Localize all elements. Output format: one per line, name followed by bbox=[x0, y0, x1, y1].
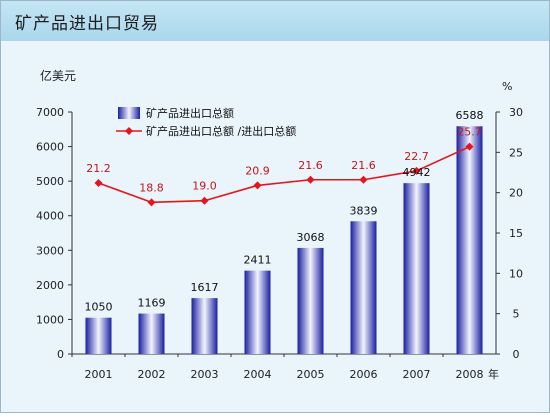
left-tick-label: 4000 bbox=[36, 210, 64, 223]
bar bbox=[297, 247, 324, 354]
left-tick-label: 5000 bbox=[36, 175, 64, 188]
x-tick-label: 2005 bbox=[297, 368, 325, 381]
x-tick-label: 2006 bbox=[350, 368, 378, 381]
bar bbox=[191, 298, 218, 354]
right-tick-label: 20 bbox=[509, 187, 523, 200]
ratio-point bbox=[359, 175, 368, 184]
bar bbox=[350, 221, 377, 354]
x-tick-label: 2001 bbox=[85, 368, 113, 381]
right-tick-label: 5 bbox=[513, 308, 520, 321]
x-tick-label: 2004 bbox=[244, 368, 272, 381]
ratio-point bbox=[253, 181, 262, 190]
right-tick-label: 0 bbox=[513, 348, 520, 361]
bar bbox=[85, 317, 112, 354]
ratio-point bbox=[306, 175, 315, 184]
x-tick-label: 2002 bbox=[138, 368, 166, 381]
bar-value-label: 2411 bbox=[244, 254, 272, 267]
bar-value-label: 6588 bbox=[456, 109, 484, 122]
ratio-point bbox=[200, 196, 209, 205]
bar bbox=[456, 126, 483, 354]
bar-value-label: 4942 bbox=[403, 166, 431, 179]
legend-bar-swatch bbox=[118, 107, 140, 119]
right-tick-label: 30 bbox=[509, 106, 523, 119]
bar-value-label: 1617 bbox=[191, 281, 219, 294]
bar-value-label: 1169 bbox=[138, 297, 166, 310]
legend-line-marker bbox=[125, 127, 133, 135]
right-tick-label: 15 bbox=[509, 227, 523, 240]
right-tick-label: 10 bbox=[509, 267, 523, 280]
ratio-value-label: 21.6 bbox=[351, 159, 376, 172]
left-tick-label: 1000 bbox=[36, 313, 64, 326]
ratio-line bbox=[98, 145, 470, 204]
bar-value-label: 3068 bbox=[297, 231, 325, 244]
title-bar: 矿产品进出口贸易 bbox=[1, 1, 549, 41]
right-tick-label: 25 bbox=[509, 146, 523, 159]
bar bbox=[138, 313, 165, 354]
bar-value-label: 1050 bbox=[85, 301, 113, 314]
left-tick-label: 0 bbox=[57, 348, 64, 361]
x-tick-label: 2007 bbox=[403, 368, 431, 381]
bar-value-label: 3839 bbox=[350, 204, 378, 217]
page-title: 矿产品进出口贸易 bbox=[15, 14, 159, 34]
left-tick-label: 3000 bbox=[36, 244, 64, 257]
legend-line-label: 矿产品进出口总额 /进出口总额 bbox=[146, 124, 296, 138]
ratio-value-label: 19.0 bbox=[192, 180, 217, 193]
x-tick-label: 2003 bbox=[191, 368, 219, 381]
left-tick-label: 7000 bbox=[36, 106, 64, 119]
bar bbox=[403, 183, 430, 354]
x-axis-unit: 年 bbox=[488, 367, 499, 381]
ratio-value-label: 21.2 bbox=[86, 162, 111, 175]
x-tick-label: 2008 bbox=[456, 368, 484, 381]
right-axis-unit: % bbox=[502, 80, 512, 93]
ratio-value-label: 22.7 bbox=[404, 150, 429, 163]
ratio-value-label: 21.6 bbox=[298, 159, 323, 172]
ratio-value-label: 25.7 bbox=[457, 126, 482, 139]
bar bbox=[244, 270, 271, 354]
ratio-point bbox=[412, 166, 421, 175]
left-axis-unit: 亿美元 bbox=[40, 68, 76, 83]
left-tick-label: 6000 bbox=[36, 141, 64, 154]
ratio-value-label: 18.8 bbox=[139, 181, 164, 194]
ratio-value-label: 20.9 bbox=[245, 164, 270, 177]
ratio-point bbox=[147, 198, 156, 207]
ratio-point bbox=[465, 142, 474, 151]
left-tick-label: 2000 bbox=[36, 279, 64, 292]
legend-bar-label: 矿产品进出口总额 bbox=[146, 106, 234, 120]
ratio-point bbox=[94, 178, 103, 187]
